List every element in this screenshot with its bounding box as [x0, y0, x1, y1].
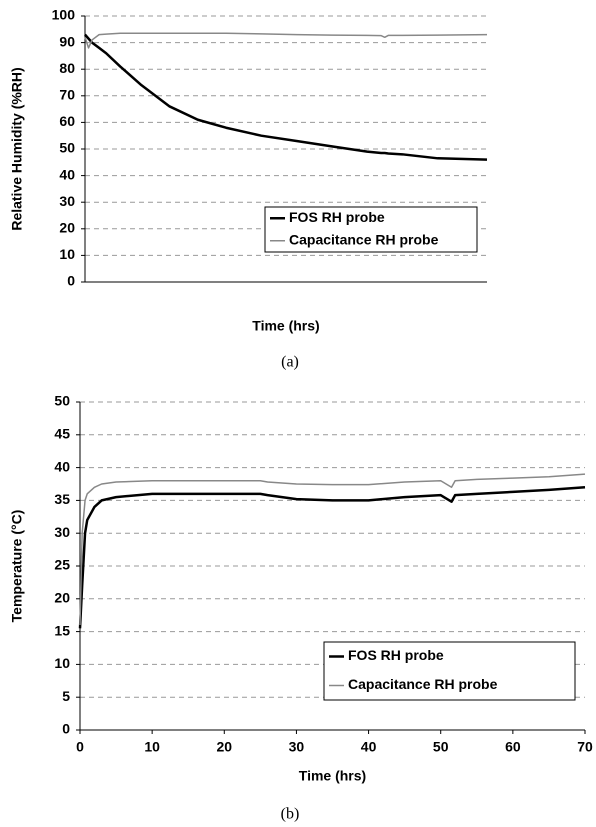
caption: (a) — [281, 354, 299, 371]
y-tick-label: 25 — [54, 557, 70, 573]
series-line — [78, 486, 586, 629]
x-tick-label: 60 — [505, 739, 521, 755]
caption: (b) — [281, 806, 300, 823]
y-tick-label: 90 — [59, 33, 75, 49]
y-tick-label: 20 — [54, 590, 70, 606]
y-tick-label: 45 — [54, 426, 70, 442]
y-tick-label: 10 — [54, 655, 70, 671]
x-tick-label: 20 — [216, 739, 232, 755]
y-tick-label: 40 — [59, 166, 75, 182]
x-tick-label: 70 — [577, 739, 593, 755]
x-tick-label: 0 — [76, 739, 84, 755]
y-tick-label: 100 — [52, 7, 76, 23]
y-tick-label: 35 — [54, 491, 70, 507]
legend-label: FOS RH probe — [348, 647, 444, 663]
legend-label: FOS RH probe — [289, 209, 385, 225]
y-tick-label: 50 — [54, 393, 70, 409]
legend-label: Capacitance RH probe — [289, 231, 439, 247]
y-tick-label: 20 — [59, 220, 75, 236]
legend-box — [264, 206, 478, 253]
series-line — [84, 32, 488, 49]
series-line — [79, 473, 586, 626]
y-tick-label: 5 — [62, 688, 70, 704]
legend-box — [323, 641, 576, 701]
y-tick-label: 10 — [59, 246, 75, 262]
y-axis-label: Temperature (°C) — [9, 510, 25, 623]
x-axis-label: Time (hrs) — [252, 318, 319, 334]
x-tick-label: 40 — [361, 739, 377, 755]
y-tick-label: 30 — [54, 524, 70, 540]
x-tick-label: 30 — [289, 739, 305, 755]
y-tick-label: 15 — [54, 622, 70, 638]
y-tick-label: 40 — [54, 458, 70, 474]
y-axis-label: Relative Humidity (%RH) — [9, 67, 25, 230]
y-tick-label: 70 — [59, 87, 75, 103]
y-tick-label: 80 — [59, 60, 75, 76]
series-line — [84, 33, 488, 161]
y-tick-label: 60 — [59, 113, 75, 129]
legend-label: Capacitance RH probe — [348, 676, 498, 692]
y-tick-label: 0 — [62, 721, 70, 737]
y-tick-label: 50 — [59, 140, 75, 156]
y-tick-label: 0 — [67, 273, 75, 289]
x-tick-label: 10 — [144, 739, 160, 755]
x-tick-label: 50 — [433, 739, 449, 755]
y-tick-label: 30 — [59, 193, 75, 209]
x-axis-label: Time (hrs) — [299, 768, 366, 784]
